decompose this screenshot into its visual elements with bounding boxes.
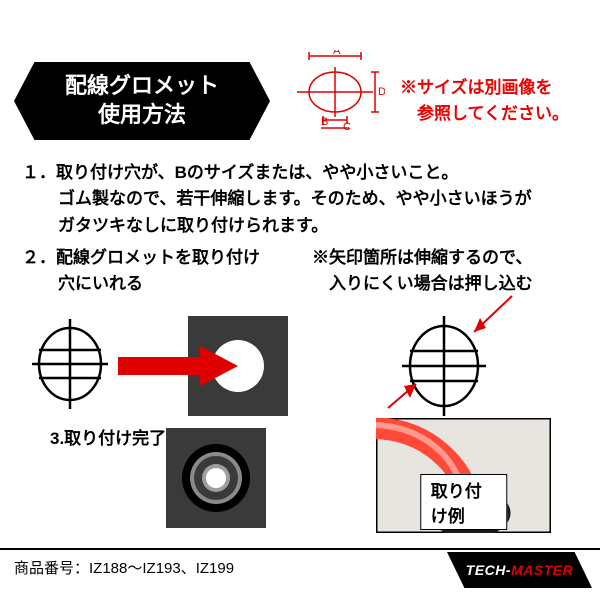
logo-part2: MASTER: [511, 562, 573, 578]
product-id: 商品番号：IZ188～IZ193、IZ199: [14, 557, 234, 578]
dimension-diagram: A B C D: [285, 50, 385, 130]
step1-text3: ガタツキなしに取り付けられます。: [22, 213, 582, 239]
note-line1: ※サイズは別画像を: [400, 75, 600, 101]
brand-logo: TECH-MASTER: [447, 552, 592, 588]
step2-text1: 配線グロメットを取り付け: [56, 248, 260, 267]
title-line2: 使用方法: [98, 101, 186, 130]
step-3: 3.取り付け完了: [50, 424, 166, 449]
complete-diagram: [166, 428, 266, 528]
step3-label: 3.取り付け完了: [50, 429, 166, 448]
step1-label: １．: [22, 163, 56, 182]
logo-part1: TECH-: [466, 562, 511, 578]
step2-text2: 穴にいれる: [22, 271, 292, 297]
footer-divider: [0, 548, 600, 550]
svg-text:C: C: [343, 121, 351, 130]
example-photo: 取り付け例: [376, 418, 551, 533]
title-banner: 配線グロメット 使用方法: [14, 62, 270, 140]
svg-text:A: A: [333, 50, 341, 57]
step-1: １．取り付け穴が、Bのサイズまたは、やや小さいこと。 ゴム製なので、若干伸縮しま…: [22, 160, 582, 239]
size-note: ※サイズは別画像を 参照してください。: [400, 75, 600, 126]
svg-text:B: B: [321, 116, 328, 128]
step1-text2: ゴム製なので、若干伸縮します。そのため、やや小さいほうが: [22, 186, 582, 212]
note-line2: 参照してください。: [400, 101, 600, 127]
install-diagram: [32, 308, 292, 428]
photo-label: 取り付け例: [420, 474, 508, 530]
svg-text:D: D: [378, 86, 385, 98]
flex-diagram: [370, 290, 520, 410]
step2-label: ２．: [22, 248, 56, 267]
step1-text1: 取り付け穴が、Bのサイズまたは、やや小さいこと。: [56, 163, 458, 182]
title-line1: 配線グロメット: [65, 72, 219, 101]
step2note-text1: ※矢印箇所は伸縮するので、: [312, 245, 592, 271]
step-2: ２．配線グロメットを取り付け 穴にいれる: [22, 245, 292, 298]
